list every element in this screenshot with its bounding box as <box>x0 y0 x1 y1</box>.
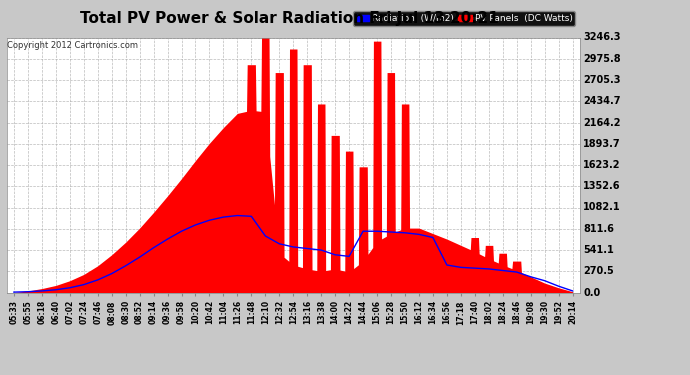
Text: 1893.7: 1893.7 <box>583 139 621 149</box>
Text: 811.6: 811.6 <box>583 224 614 234</box>
Text: 1623.2: 1623.2 <box>583 160 620 170</box>
Text: 2434.7: 2434.7 <box>583 96 620 106</box>
Text: 2164.2: 2164.2 <box>583 117 620 128</box>
Text: 1082.1: 1082.1 <box>583 202 621 213</box>
Legend: Radiation  (W/m2), PV Panels  (DC Watts): Radiation (W/m2), PV Panels (DC Watts) <box>353 11 575 26</box>
Text: 2705.3: 2705.3 <box>583 75 620 85</box>
Text: 541.1: 541.1 <box>583 245 614 255</box>
Text: 2975.8: 2975.8 <box>583 54 621 64</box>
Text: 1352.6: 1352.6 <box>583 181 620 191</box>
Text: 270.5: 270.5 <box>583 266 614 276</box>
Text: Copyright 2012 Cartronics.com: Copyright 2012 Cartronics.com <box>7 41 138 50</box>
Text: Total PV Power & Solar Radiation Fri Jul 13 20:21: Total PV Power & Solar Radiation Fri Jul… <box>81 11 499 26</box>
Text: 0.0: 0.0 <box>583 288 600 297</box>
Text: 3246.3: 3246.3 <box>583 33 620 42</box>
